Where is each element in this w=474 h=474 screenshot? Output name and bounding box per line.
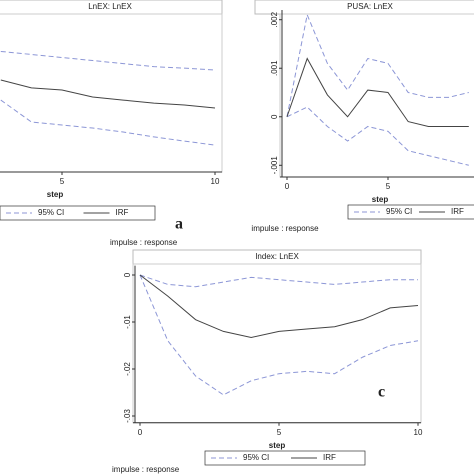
ci-line xyxy=(139,274,419,396)
x-tick-label: 10 xyxy=(414,428,423,437)
legend-label: 95% CI xyxy=(38,208,64,217)
irf-line xyxy=(139,274,419,339)
impulse-label: impulse : response xyxy=(251,224,319,233)
impulse-label: impulse : response xyxy=(110,238,178,247)
irf-line xyxy=(0,79,216,109)
legend-label: 95% CI xyxy=(386,207,412,216)
x-tick-label: 0 xyxy=(138,428,143,437)
x-tick-label: 5 xyxy=(386,182,391,191)
irf-line xyxy=(286,57,469,127)
y-tick-label: -.03 xyxy=(123,409,132,423)
legend-label: IRF xyxy=(323,453,336,462)
y-tick-label: -.01 xyxy=(123,315,132,329)
x-tick-label: 5 xyxy=(60,177,65,186)
x-tick-label: 10 xyxy=(211,177,220,186)
panel-letter: a xyxy=(175,216,183,233)
x-tick-label: 0 xyxy=(285,182,290,191)
y-tick-label: -.02 xyxy=(123,362,132,376)
plot-frame xyxy=(279,13,474,178)
ci-line xyxy=(139,274,418,288)
panel-title: Index: LnEX xyxy=(255,252,299,261)
panel-title: PUSA: LnEX xyxy=(347,2,393,11)
legend-label: IRF xyxy=(116,208,129,217)
x-tick-label: 5 xyxy=(277,428,282,437)
ci-line xyxy=(286,106,469,166)
legend-box xyxy=(347,204,474,220)
y-tick-label: -.001 xyxy=(270,156,279,175)
y-tick-label: 0 xyxy=(123,272,132,277)
panel-letter: c xyxy=(378,384,385,401)
ci-line xyxy=(0,99,216,146)
legend-label: 95% CI xyxy=(243,453,269,462)
ci-line xyxy=(286,13,469,117)
y-tick-label: .002 xyxy=(270,11,279,27)
impulse-label: impulse : response xyxy=(112,465,180,474)
y-tick-label: .001 xyxy=(270,60,279,76)
ci-line xyxy=(0,50,216,71)
x-axis-title: step xyxy=(269,441,286,450)
x-axis-title: step xyxy=(47,190,64,199)
panel-title: LnEX: LnEX xyxy=(88,2,132,11)
legend-box xyxy=(204,450,366,466)
x-axis-title: step xyxy=(372,195,389,204)
y-tick-label: 0 xyxy=(270,114,279,119)
plot-frame xyxy=(0,13,223,173)
legend-box xyxy=(0,205,156,221)
legend-label: IRF xyxy=(451,207,464,216)
